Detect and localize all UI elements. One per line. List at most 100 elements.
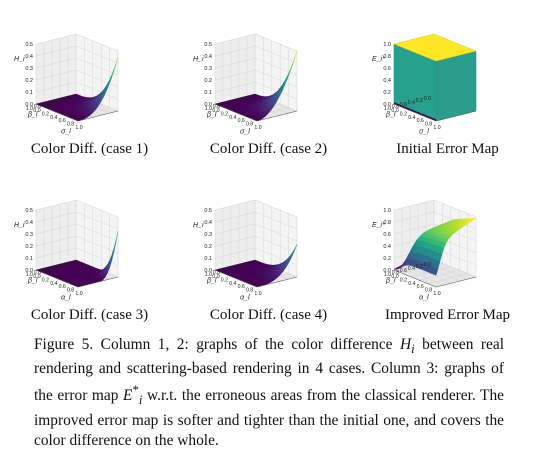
x-tick-label: 1.0 xyxy=(433,125,440,131)
gridline xyxy=(35,57,119,76)
math-e: E xyxy=(123,387,133,405)
gridline xyxy=(214,57,298,76)
z-tick-label: 0.3 xyxy=(25,66,33,72)
y-axis-line xyxy=(435,110,477,122)
figure-caption: Figure 5. Column 1, 2: graphs of the col… xyxy=(34,335,504,451)
z-tick-label: 0.2 xyxy=(25,244,33,250)
y-tick-label: 0.8 xyxy=(34,270,41,276)
z-tick-label: 0.3 xyxy=(204,232,212,238)
y-axis-line xyxy=(256,110,298,122)
panel-color-diff-case-1: 0.0 0.1 0.2 0.3 0.4 0.5 0.0 0.2 0.4 0.6 0.8 1.0 1.0 0… xyxy=(0,0,179,165)
x-tick-label: 0.2 xyxy=(42,277,49,283)
x-axis-line xyxy=(393,269,437,288)
x-tick-label: 0.6 xyxy=(59,118,66,124)
x-tick-label: 0.6 xyxy=(59,284,66,290)
z-axis-label: H_i xyxy=(14,56,25,63)
y-axis-line xyxy=(77,110,119,122)
x-tick-label: 0.0 xyxy=(391,274,398,280)
gridline xyxy=(214,69,298,88)
back-pane-left xyxy=(35,33,77,105)
surface-wall-front-right xyxy=(435,50,477,122)
z-tick-label: 0.2 xyxy=(204,244,212,250)
x-axis-line xyxy=(214,103,258,122)
y-tick-label: 0.6 xyxy=(221,268,228,274)
z-tick-label: 0.0 xyxy=(204,268,212,274)
y-tick-label: 0.8 xyxy=(213,104,220,110)
z-tick-label: 0.4 xyxy=(383,244,391,250)
y-axis-label: β_l xyxy=(206,278,217,285)
y-tick-label: 0.0 xyxy=(424,96,431,102)
panel-caption: Initial Error Map xyxy=(396,141,499,157)
gridline xyxy=(214,45,298,64)
gridline xyxy=(409,206,453,284)
y-tick-label: 0.8 xyxy=(392,104,399,110)
math-e-superscript: * xyxy=(132,382,139,397)
panel-caption: Color Diff. (case 1) xyxy=(30,141,149,157)
z-axis-label: H_i xyxy=(193,222,204,229)
z-tick-label: 0.5 xyxy=(25,42,33,48)
x-tick-label: 0.4 xyxy=(229,281,236,287)
x-tick-label: 0.2 xyxy=(400,111,407,117)
surface xyxy=(393,33,477,122)
gridline xyxy=(214,223,298,242)
x-tick-label: 0.2 xyxy=(221,277,228,283)
y-tick-label: 1.0 xyxy=(205,272,212,278)
x-axis-line xyxy=(35,103,79,122)
math-h: H xyxy=(399,336,412,353)
z-tick-label: 0.6 xyxy=(383,232,391,238)
x-tick-label: 0.2 xyxy=(400,277,407,283)
y-tick-label: 0.2 xyxy=(237,98,244,104)
panel-caption: Color Diff. (case 3) xyxy=(30,307,149,323)
z-tick-label: 0.1 xyxy=(25,256,33,262)
gridline xyxy=(427,213,468,284)
x-tick-label: 0.0 xyxy=(391,108,398,114)
gridline xyxy=(214,235,298,254)
surface-plot-case-4: 0.00.10.20.30.40.50.00.20.40.60.81.01.00… xyxy=(193,199,298,301)
x-tick-label: 0.8 xyxy=(246,288,253,294)
y-tick-label: 0.4 xyxy=(50,266,57,272)
gridline xyxy=(35,45,119,64)
y-tick-label: 0.0 xyxy=(245,96,252,102)
z-axis-label: H_i xyxy=(14,222,25,229)
x-tick-label: 0.8 xyxy=(67,122,74,128)
z-tick-label: 1.0 xyxy=(383,42,391,48)
z-tick-label: 0.0 xyxy=(25,268,33,274)
gridline xyxy=(35,235,119,254)
y-tick-label: 0.6 xyxy=(42,102,49,108)
y-tick-label: 0.6 xyxy=(400,102,407,108)
y-tick-label: 1.0 xyxy=(26,272,33,278)
z-tick-label: 1.0 xyxy=(383,208,391,214)
x-tick-label: 0.8 xyxy=(246,122,253,128)
x-tick-label: 0.8 xyxy=(425,122,432,128)
y-tick-label: 0.8 xyxy=(34,104,41,110)
y-tick-label: 0.6 xyxy=(221,102,228,108)
z-tick-label: 0.5 xyxy=(204,208,212,214)
y-tick-label: 1.0 xyxy=(26,106,33,112)
surface-plot-case-3: 0.00.10.20.30.40.50.00.20.40.60.81.01.00… xyxy=(14,199,119,301)
x-axis-label: σ_l xyxy=(419,128,429,135)
x-tick-label: 0.6 xyxy=(417,284,424,290)
z-tick-label: 0.2 xyxy=(25,78,33,84)
gridline xyxy=(35,247,119,266)
surface-plot-case-2: 0.00.10.20.30.40.50.00.20.40.60.81.01.00… xyxy=(193,33,298,135)
caption-text-2: between real rendering and scattering-ba… xyxy=(34,336,504,405)
surface-plot-initial-error-map: 0.00.20.40.60.81.00.00.20.40.60.81.01.00… xyxy=(372,33,477,135)
z-tick-label: 0.5 xyxy=(204,42,212,48)
gridline xyxy=(35,69,119,88)
y-tick-label: 0.2 xyxy=(58,264,65,270)
y-tick-label: 1.0 xyxy=(205,106,212,112)
gridline xyxy=(35,223,119,242)
x-tick-label: 0.4 xyxy=(50,115,57,121)
y-tick-label: 0.0 xyxy=(245,262,252,268)
z-tick-label: 0.5 xyxy=(25,208,33,214)
surface-base xyxy=(394,102,436,121)
y-axis-label: β_l xyxy=(27,112,38,119)
y-tick-label: 0.8 xyxy=(213,270,220,276)
back-pane-left xyxy=(214,33,256,105)
gridline xyxy=(214,211,298,230)
x-tick-label: 0.8 xyxy=(425,288,432,294)
y-tick-label: 0.4 xyxy=(408,266,415,272)
back-pane-left xyxy=(214,199,256,271)
y-tick-label: 1.0 xyxy=(384,106,391,112)
z-tick-label: 0.3 xyxy=(204,66,212,72)
